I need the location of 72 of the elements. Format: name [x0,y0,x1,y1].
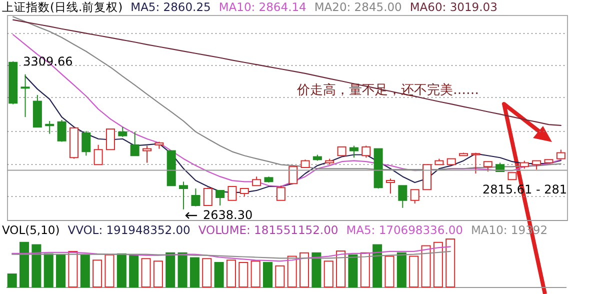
text: VOLUME: 181551152.00 [198,223,338,237]
bar [20,242,30,288]
candlestick [57,119,66,142]
text: MA5: 2860.25 [130,0,211,14]
bar [214,262,224,288]
bar [68,250,78,288]
annotation: 2638.30 [203,208,253,222]
bar [141,258,151,288]
candlestick [20,74,30,118]
candlestick [203,187,212,206]
bar [104,254,114,288]
candlestick [45,120,54,134]
candlestick [82,130,91,156]
candlestick [556,149,566,160]
candlestick [349,145,358,158]
bar [409,256,419,288]
bar [300,252,310,288]
bar [287,256,297,288]
candlestick [130,131,140,156]
bar [324,260,334,288]
series-label: MA5: 170698336.00 [346,223,463,237]
candlestick [118,126,128,138]
bar [384,256,394,288]
bar [129,254,139,288]
candlestick [179,181,188,210]
bar [372,244,382,288]
bar [238,262,248,288]
candlestick [483,161,492,172]
candlestick [288,166,298,184]
bar [44,253,54,288]
candlestick [191,188,200,207]
bar [202,258,212,288]
bar [153,260,163,288]
candlestick [94,144,103,166]
bar [348,254,358,288]
bar [190,257,200,288]
bar [312,252,322,288]
bar [7,274,17,288]
candlestick [276,185,286,201]
candlestick [398,185,408,208]
bar [250,260,260,288]
bar [166,252,176,288]
candlestick [142,145,152,164]
bar [421,245,431,288]
candlestick [216,190,225,206]
bar [178,252,188,288]
text: MA10: 2864.14 [218,0,306,14]
bar [262,262,272,288]
chart-title: 上证指数(日线.前复权) [2,0,123,14]
candlestick [252,176,262,186]
candlestick [362,145,371,158]
text: MA60: 3019.03 [410,0,498,14]
bar [56,254,66,288]
bar [275,265,285,288]
bar [396,252,406,288]
candlestick [106,128,115,150]
bar [92,260,102,288]
bar [32,244,42,288]
bar [226,260,236,288]
chart-title: VOL(5,10) [2,223,60,237]
candlestick [410,189,420,204]
bar [446,238,456,288]
bar [336,250,346,288]
candlestick [471,152,480,174]
candlestick [228,186,237,201]
chart-subtitle: VVOL: 191948352.00 [68,223,190,237]
bar [433,242,443,288]
bar [80,254,90,288]
text: MA20: 2845.00 [314,0,402,14]
bar [116,253,126,288]
candlestick [386,178,395,194]
bar [360,252,370,288]
